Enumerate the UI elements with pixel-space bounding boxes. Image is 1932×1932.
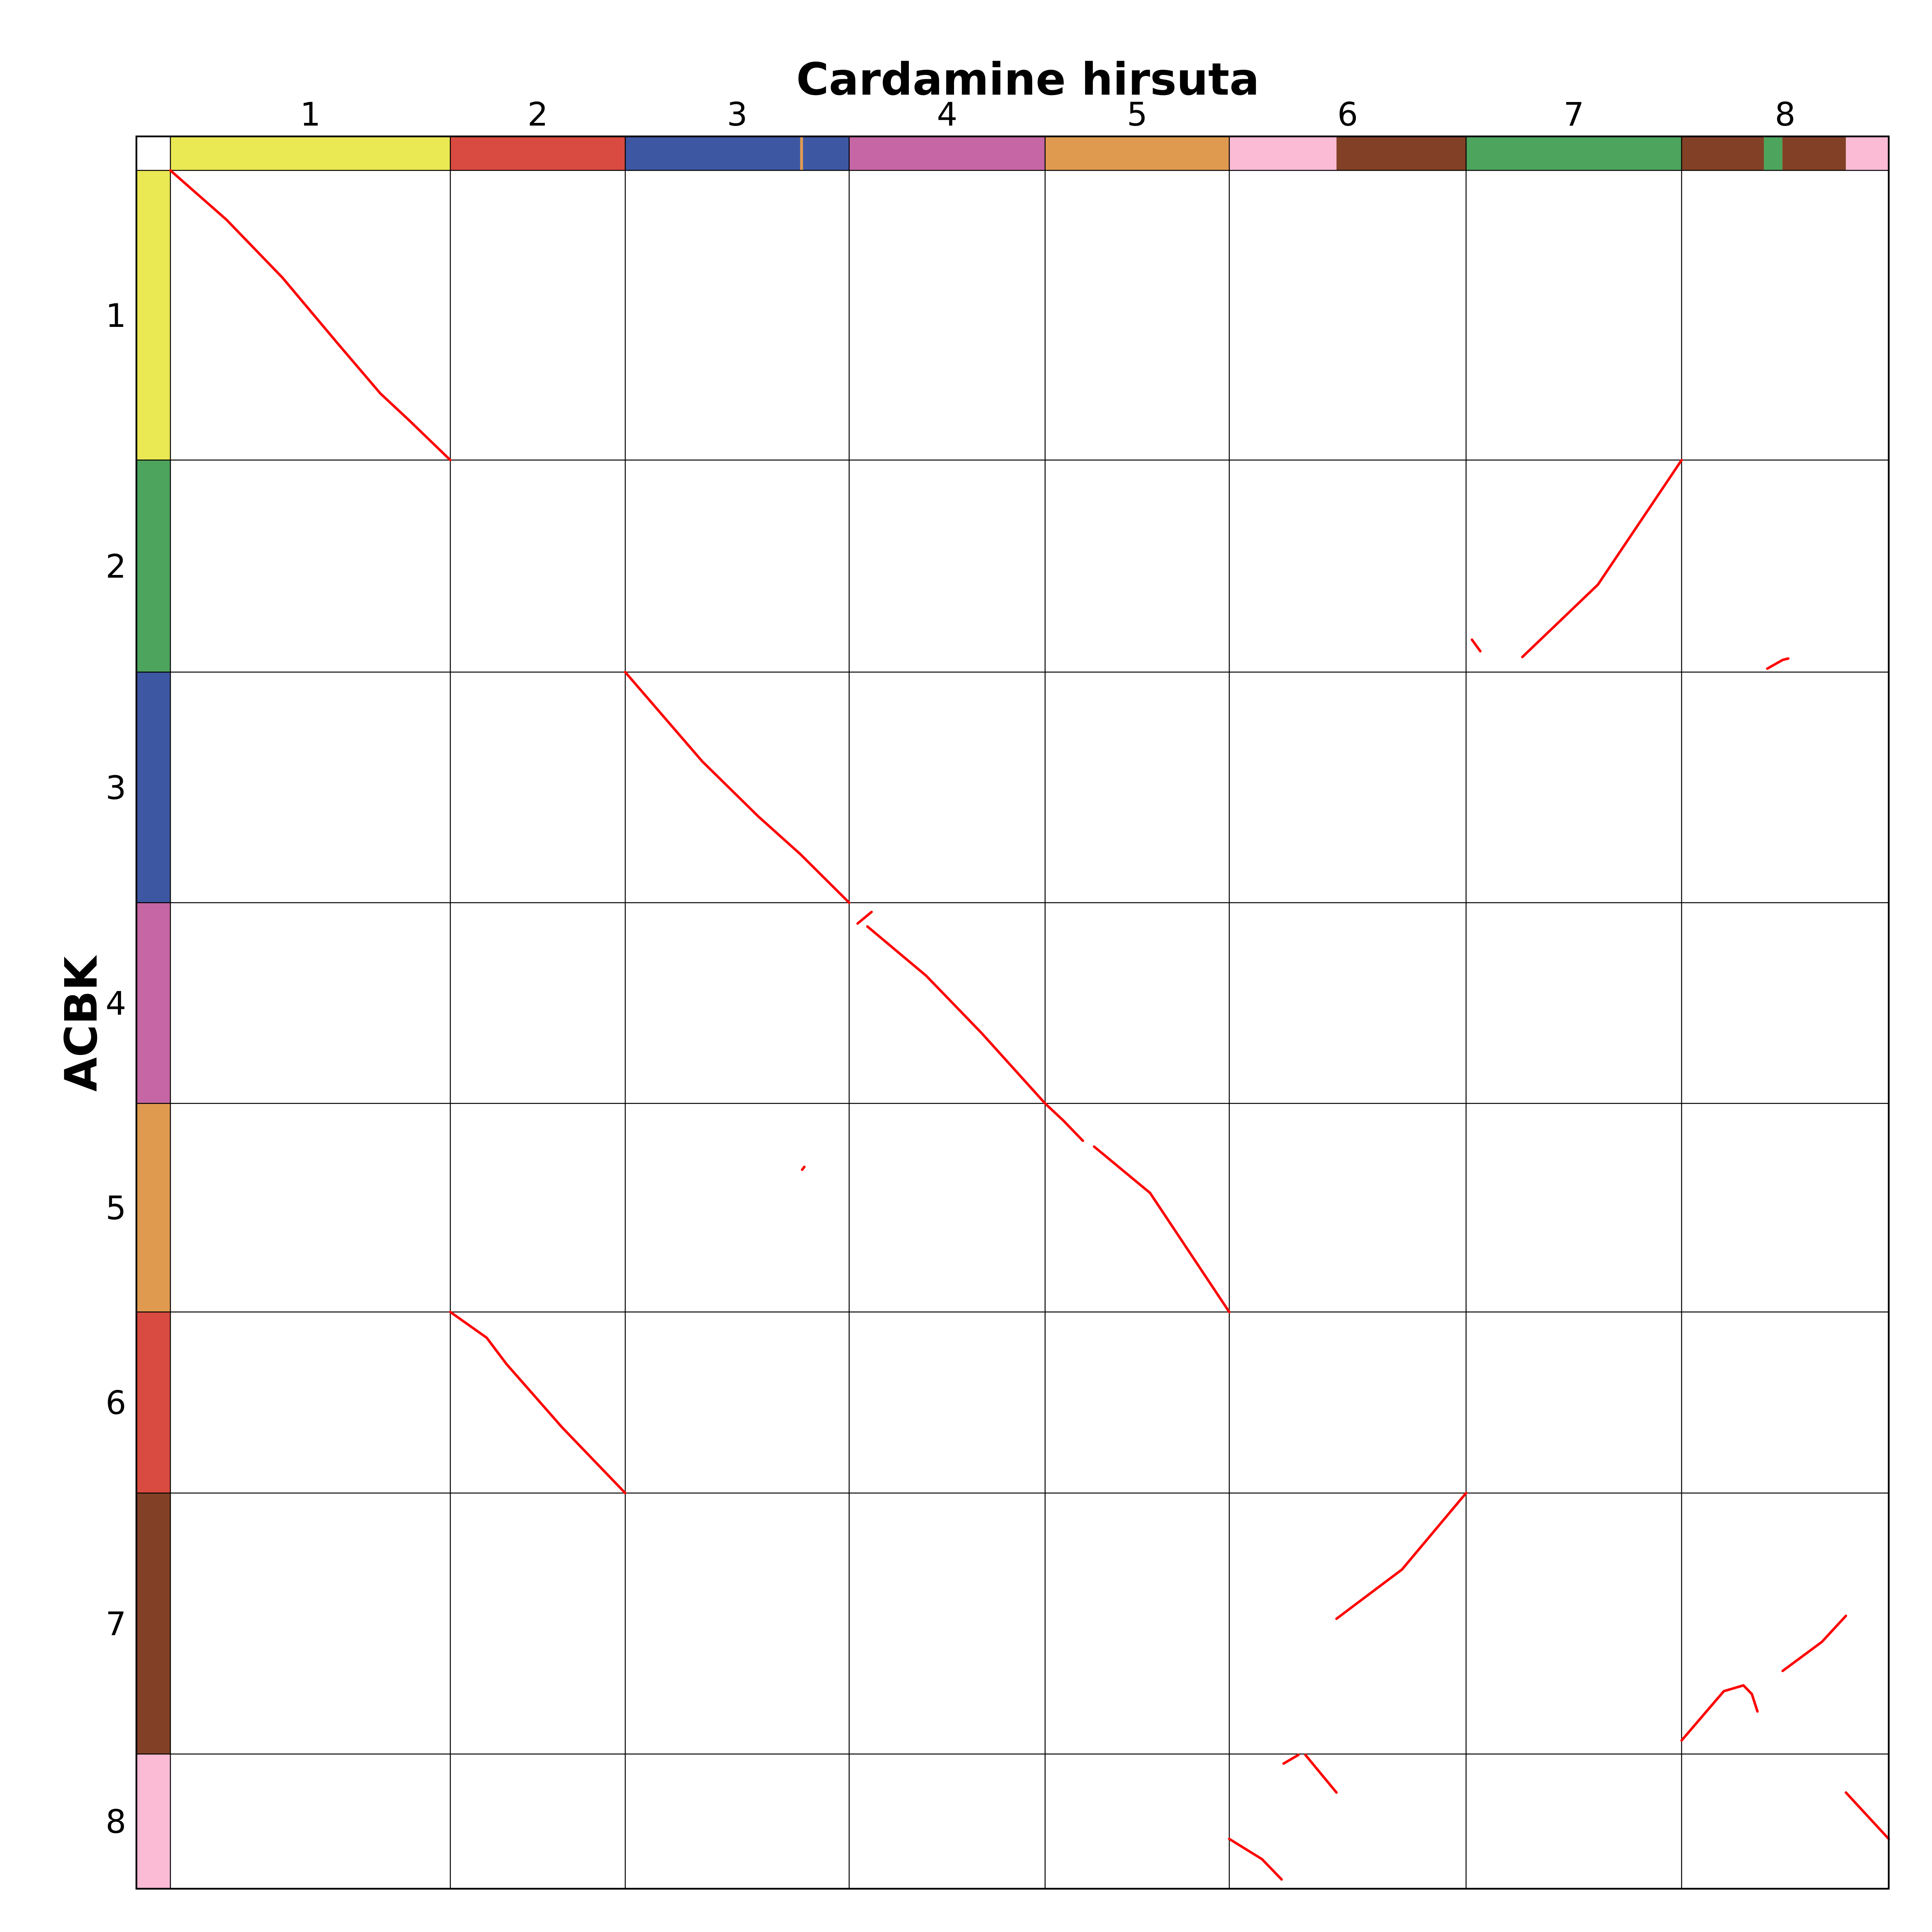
x-color-band-8 (1229, 136, 1337, 170)
grid-lines (136, 136, 1889, 1889)
y-tick-label-6: 6 (105, 1384, 126, 1422)
y-tick-label-2: 2 (105, 548, 126, 585)
synteny-segment-3 (1471, 638, 1482, 653)
y-tick-label-7: 7 (105, 1605, 126, 1643)
x-color-band-11 (1681, 136, 1764, 170)
x-tick-labels: 1 2 3 4 5 6 7 8 (300, 95, 1795, 133)
y-color-band-4 (136, 903, 170, 1104)
x-tick-label-4: 4 (937, 95, 957, 133)
x-tick-label-5: 5 (1127, 95, 1147, 133)
synteny-segment-7 (866, 925, 1046, 1105)
synteny-segment-2 (1521, 459, 1683, 658)
x-color-band-12 (1764, 136, 1782, 170)
synteny-segment-6 (856, 910, 873, 925)
synteny-segment-17 (1304, 1753, 1338, 1794)
y-tick-label-3: 3 (105, 769, 126, 807)
x-tick-label-2: 2 (527, 95, 548, 133)
y-axis-label: ACBK (56, 955, 107, 1092)
chart-title: Cardamine hirsuta (796, 54, 1260, 105)
x-tick-label-7: 7 (1563, 95, 1584, 133)
x-tick-label-3: 3 (727, 95, 747, 133)
x-color-band-5 (803, 136, 849, 170)
x-color-band-2 (450, 136, 626, 170)
y-tick-label-1: 1 (105, 297, 126, 335)
y-tick-labels: 1 2 3 4 5 6 7 8 (105, 297, 126, 1841)
synteny-segment-16 (1282, 1753, 1300, 1765)
x-color-band-6 (849, 136, 1045, 170)
y-tick-label-8: 8 (105, 1803, 126, 1841)
x-chromosome-color-bar (170, 136, 1889, 170)
x-color-band-3 (625, 136, 800, 170)
x-color-band-14 (1846, 136, 1889, 170)
synteny-segments (169, 169, 1890, 1881)
synteny-segment-12 (1335, 1492, 1468, 1620)
x-color-band-13 (1782, 136, 1846, 170)
x-color-band-10 (1466, 136, 1682, 170)
y-chromosome-color-bar (136, 170, 170, 1889)
synteny-segment-5 (624, 671, 850, 904)
synteny-segment-8 (1044, 1102, 1084, 1142)
synteny-segment-4 (1766, 657, 1790, 670)
y-tick-label-5: 5 (105, 1189, 126, 1227)
x-color-band-1 (170, 136, 451, 170)
y-color-band-3 (136, 672, 170, 903)
y-color-band-7 (136, 1493, 170, 1754)
synteny-segment-10 (801, 1165, 806, 1171)
x-color-band-9 (1336, 136, 1466, 170)
y-color-band-6 (136, 1312, 170, 1493)
plot-frame (135, 135, 1890, 1890)
x-tick-label-8: 8 (1775, 95, 1795, 133)
x-tick-label-6: 6 (1337, 95, 1358, 133)
x-color-band-7 (1045, 136, 1230, 170)
synteny-segment-13 (1680, 1684, 1759, 1742)
y-color-band-2 (136, 460, 170, 672)
y-color-band-1 (136, 170, 170, 460)
y-color-band-8 (136, 1754, 170, 1889)
y-color-band-5 (136, 1103, 170, 1312)
synteny-segment-14 (1781, 1614, 1847, 1672)
x-tick-label-1: 1 (300, 95, 320, 133)
y-tick-label-4: 4 (105, 985, 126, 1022)
synteny-segment-15 (1228, 1837, 1283, 1881)
synteny-segment-1 (169, 169, 452, 461)
x-color-band-4 (800, 136, 803, 170)
synteny-segment-18 (1844, 1791, 1890, 1840)
synteny-segment-9 (1093, 1145, 1231, 1313)
synteny-segment-11 (449, 1311, 627, 1495)
